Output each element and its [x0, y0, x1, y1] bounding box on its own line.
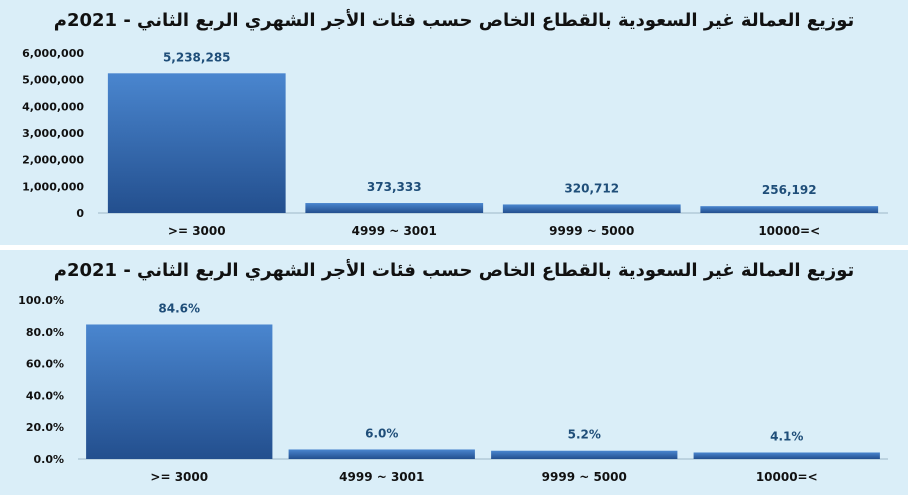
x-category-label: >= 3000 [150, 470, 208, 484]
x-category-label: 4999 ~ 3001 [339, 470, 424, 484]
y-tick-label: 1,000,000 [22, 180, 84, 193]
bar [288, 449, 475, 459]
data-label: 256,192 [762, 183, 817, 197]
y-tick-label: 0 [76, 207, 84, 220]
y-tick-label: 80.0% [26, 326, 64, 339]
bar [107, 73, 286, 213]
bar-chart-count: 0 1,000,000 2,000,000 3,000,000 4,000,000 5,0… [22, 47, 888, 238]
y-tick-label: 4,000,000 [22, 100, 84, 113]
chart-panel-percent: توزيع العمالة غير السعودية بالقطاع الخاص… [0, 250, 908, 495]
x-category-label: 10000=< [756, 470, 818, 484]
data-label: 5.2% [568, 428, 601, 442]
y-tick-label: 6,000,000 [22, 47, 84, 60]
data-label: 5,238,285 [163, 50, 231, 64]
data-label: 320,712 [564, 181, 619, 195]
x-category-label: 4999 ~ 3001 [352, 224, 437, 238]
bar [86, 324, 273, 459]
y-tick-label: 2,000,000 [22, 154, 84, 167]
y-tick-label: 0.0% [33, 453, 64, 466]
bar [700, 206, 879, 213]
bar [693, 452, 880, 459]
bar [305, 203, 484, 213]
data-label: 373,333 [367, 180, 422, 194]
y-tick-label: 40.0% [26, 389, 64, 402]
x-category-label: >= 3000 [168, 224, 226, 238]
y-tick-label: 3,000,000 [22, 127, 84, 140]
data-label: 4.1% [770, 429, 803, 443]
y-tick-label: 5,000,000 [22, 74, 84, 87]
x-category-label: 10000=< [758, 224, 820, 238]
y-tick-label: 20.0% [26, 421, 64, 434]
y-tick-label: 100.0% [18, 294, 64, 307]
bar-chart-percent: 0.0% 20.0% 40.0% 60.0% 80.0% 100.0% 84.6% >= 30… [18, 294, 888, 484]
y-tick-label: 60.0% [26, 358, 64, 371]
data-label: 84.6% [158, 301, 200, 315]
bar [502, 204, 681, 213]
data-label: 6.0% [365, 426, 398, 440]
x-category-label: 9999 ~ 5000 [549, 224, 634, 238]
chart-title: توزيع العمالة غير السعودية بالقطاع الخاص… [53, 260, 855, 281]
x-category-label: 9999 ~ 5000 [542, 470, 627, 484]
chart-title: توزيع العمالة غير السعودية بالقطاع الخاص… [53, 10, 855, 31]
chart-panel-count: توزيع العمالة غير السعودية بالقطاع الخاص… [0, 0, 908, 245]
bar [491, 450, 678, 459]
